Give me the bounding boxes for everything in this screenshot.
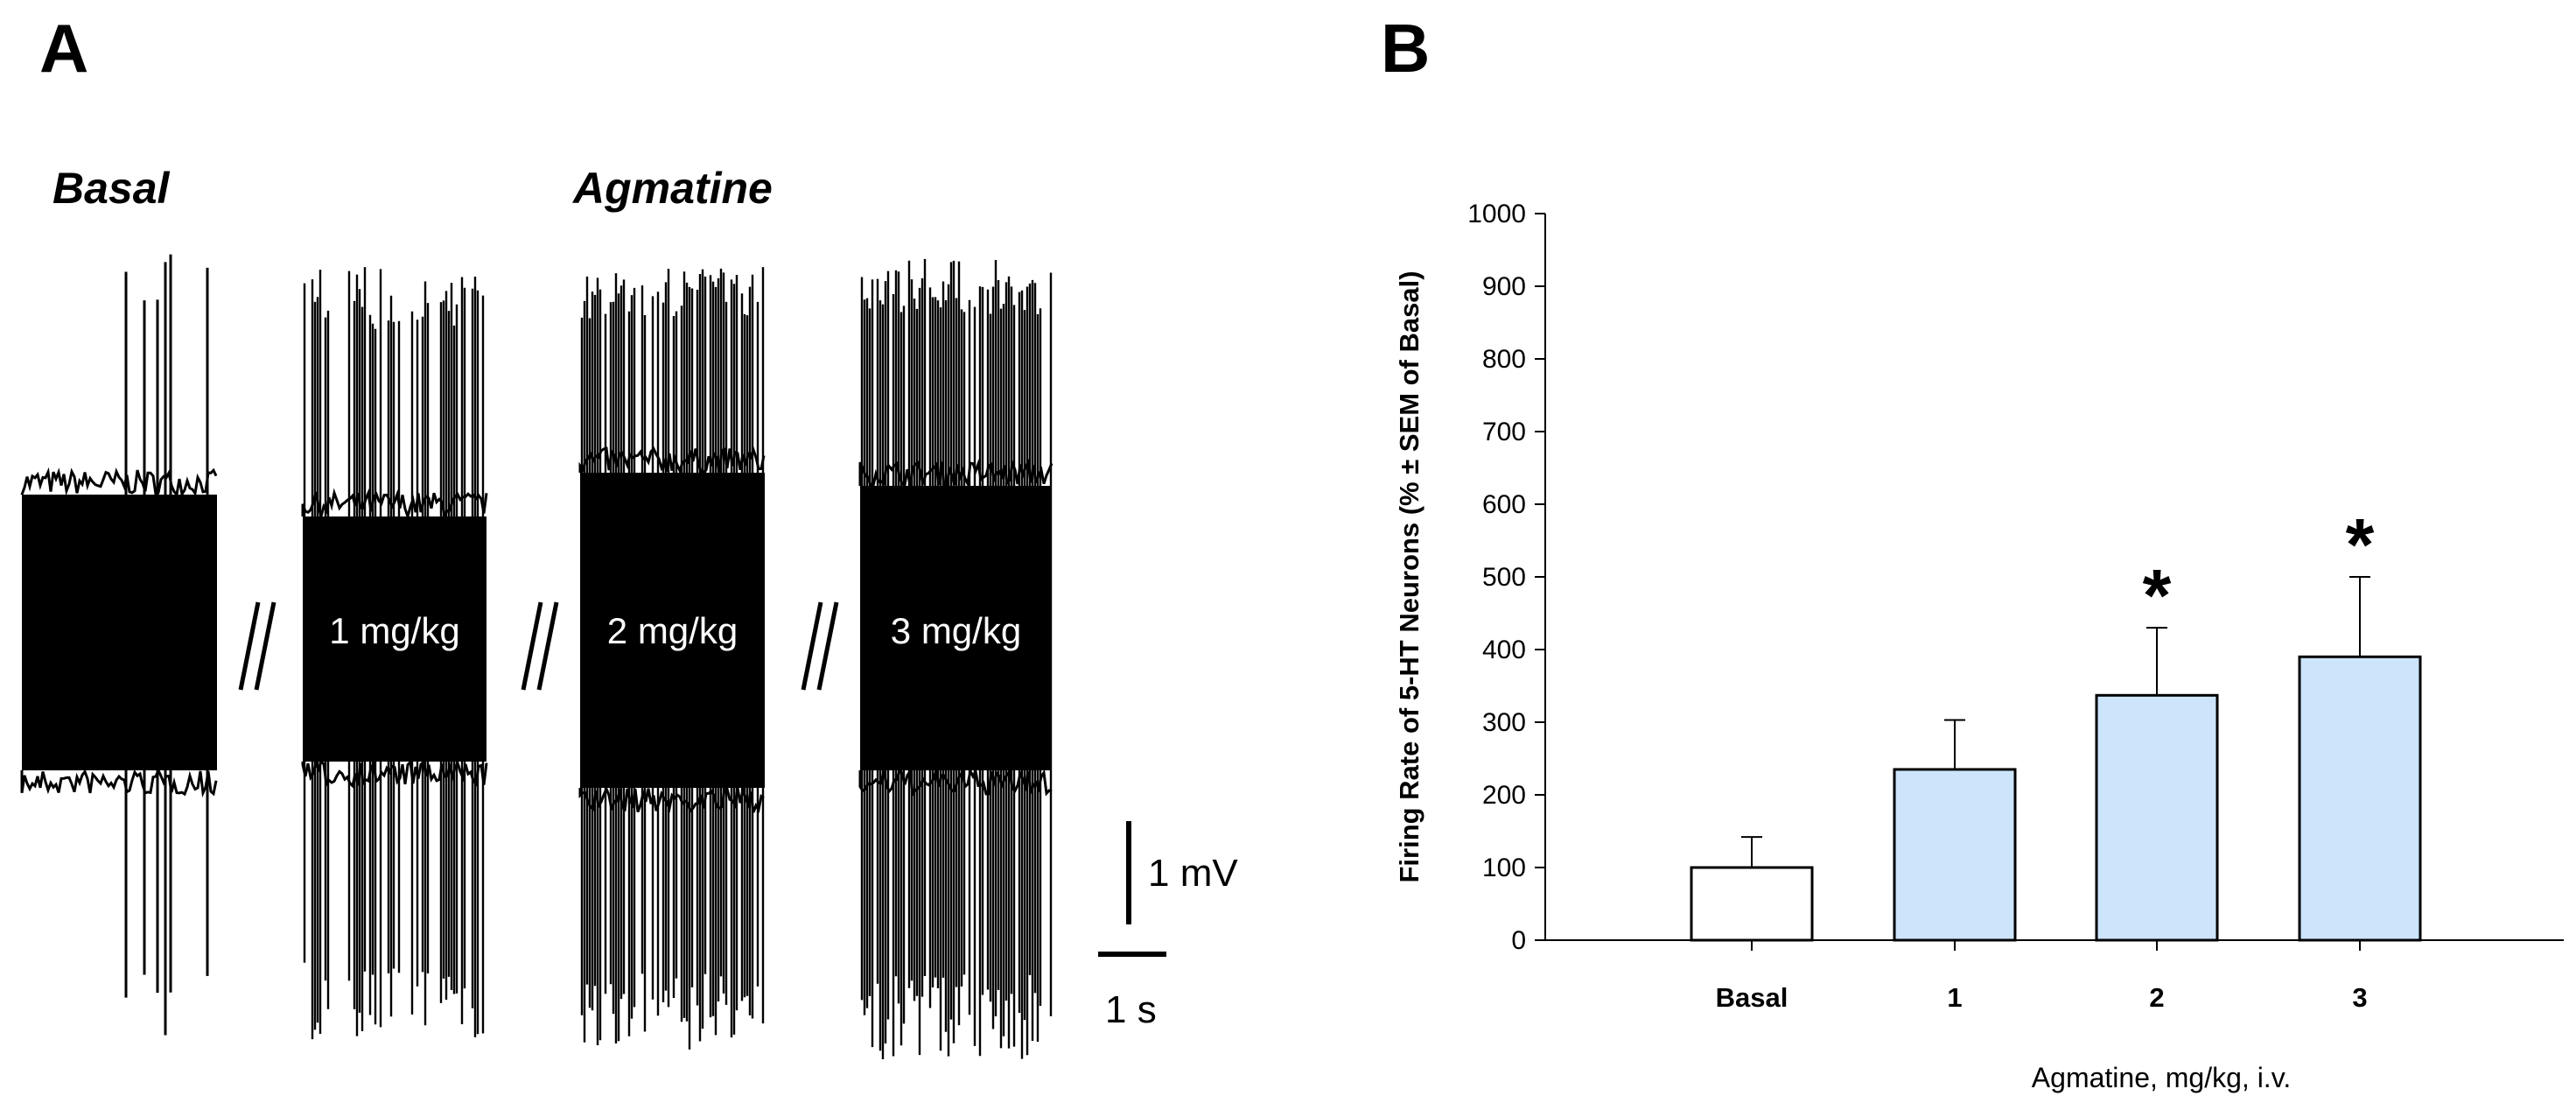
trace-break-marks <box>238 601 839 691</box>
y-tick-label: 1000 <box>1467 200 1526 228</box>
agmatine-label: Agmatine <box>571 164 773 213</box>
panel-b-letter: B <box>1381 10 1430 87</box>
trace-basal <box>20 254 218 1036</box>
y-tick-label: 100 <box>1482 854 1526 882</box>
dose-label: 1 mg/kg <box>329 610 459 651</box>
bar-chart: 0 100 200 300 400 500 600 700 800 900 1000 Basal 1 2 *… <box>1394 200 2564 1093</box>
break-slash <box>521 601 543 691</box>
y-tick-label: 400 <box>1482 636 1526 664</box>
y-axis-label: Firing Rate of 5-HT Neurons (% ± SEM of … <box>1394 270 1424 882</box>
break-slash <box>238 601 261 691</box>
panel-b: B 0 100 200 300 400 500 600 700 800 900 1000 Basal 1… <box>1381 10 2564 1093</box>
y-tick-label: 600 <box>1482 490 1526 519</box>
basal-label: Basal <box>52 164 171 213</box>
x-tick-label: Basal <box>1716 982 1788 1013</box>
significance-star: * <box>2346 503 2375 586</box>
trace-noise-band <box>22 495 217 770</box>
significance-star: * <box>2143 554 2172 636</box>
trace-upper-edge <box>20 467 218 498</box>
x-tick-label: 3 <box>2352 982 2367 1013</box>
x-tick-label: 1 <box>1947 982 1962 1013</box>
y-tick-label: 700 <box>1482 418 1526 446</box>
x-tick-label: 2 <box>2149 982 2164 1013</box>
bar-3 <box>2298 655 2422 942</box>
trace-lower-edge <box>578 784 765 814</box>
trace-dose2: 2 mg/kg <box>578 267 766 1050</box>
y-tick-label: 0 <box>1511 926 1526 955</box>
bar-basal <box>1690 866 1814 942</box>
dose-label: 3 mg/kg <box>891 610 1021 651</box>
panel-a-letter: A <box>39 10 88 87</box>
y-tick-label: 200 <box>1482 781 1526 810</box>
trace-lower-edge <box>20 767 218 798</box>
y-tick-label: 300 <box>1482 708 1526 737</box>
y-tick-label: 500 <box>1482 563 1526 592</box>
break-slash <box>801 601 823 691</box>
panel-a: A Basal Agmatine 1 mg/kg 2 mg/kg 3 mg/kg 1… <box>20 10 1238 1059</box>
break-slash <box>816 601 839 691</box>
bar-2 <box>2095 693 2219 942</box>
time-scale-label: 1 s <box>1105 988 1157 1031</box>
break-slash <box>254 601 276 691</box>
y-tick-label: 900 <box>1482 272 1526 301</box>
x-axis-label: Agmatine, mg/kg, i.v. <box>2032 1062 2291 1093</box>
scale-bar: 1 mV 1 s <box>1098 821 1238 1031</box>
voltage-scale-label: 1 mV <box>1148 852 1238 895</box>
trace-dose3: 3 mg/kg <box>858 258 1054 1059</box>
break-slash <box>536 601 559 691</box>
y-tick-label: 800 <box>1482 345 1526 374</box>
recording-traces: 1 mg/kg 2 mg/kg 3 mg/kg <box>20 254 1054 1059</box>
trace-upper-edge <box>578 446 766 475</box>
trace-dose1: 1 mg/kg <box>301 267 488 1040</box>
bar-1 <box>1893 768 2017 942</box>
dose-label: 2 mg/kg <box>607 610 738 651</box>
